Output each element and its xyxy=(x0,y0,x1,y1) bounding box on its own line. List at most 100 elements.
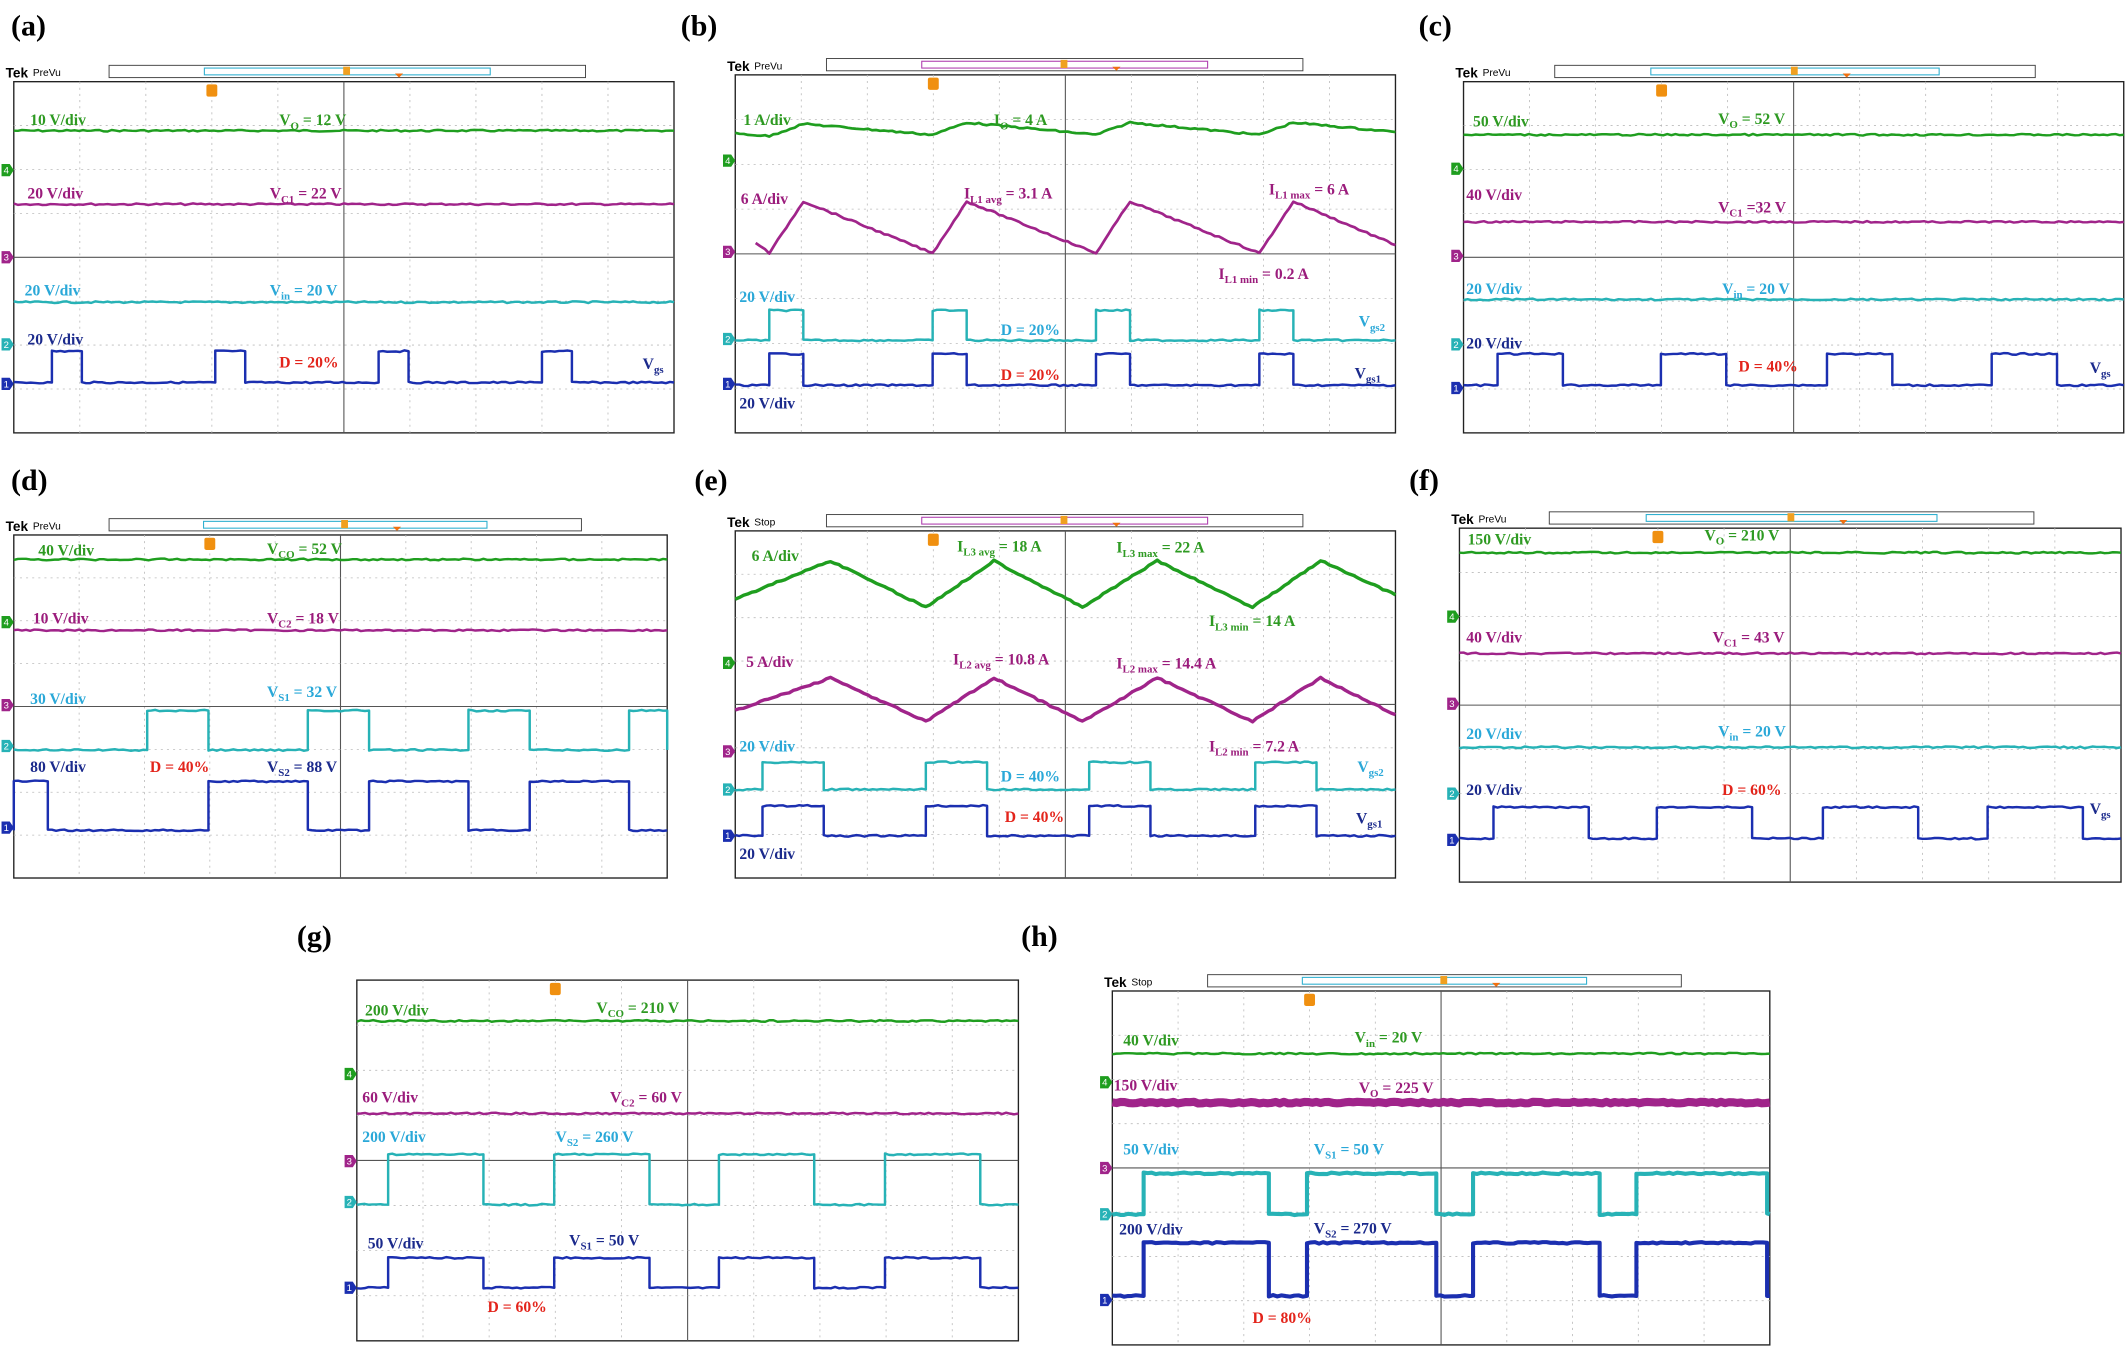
channel-marker xyxy=(1,615,14,629)
trigger-pos xyxy=(343,66,351,75)
annotation: 20 V/div xyxy=(25,282,81,299)
annotation: IL1 min = 0.2 A xyxy=(1219,266,1310,286)
trigger-marker xyxy=(204,537,216,550)
channel-marker xyxy=(1100,1076,1113,1089)
annotation: Vin = 20 V xyxy=(1355,1030,1423,1050)
channel-marker xyxy=(1,377,14,390)
annotation-text: V xyxy=(1314,1141,1326,1158)
waveform xyxy=(1463,132,2124,137)
annotation: 20 V/div xyxy=(27,186,83,203)
trigger-marker xyxy=(1656,84,1668,97)
annotation: VCO = 52 V xyxy=(267,541,343,561)
channel-number: 2 xyxy=(1453,340,1458,351)
waveform xyxy=(1459,550,2122,555)
waveform xyxy=(1463,297,2124,302)
channel-number: 4 xyxy=(1453,164,1459,175)
annotation-subscript: in xyxy=(1366,1038,1375,1050)
trigger-marker xyxy=(927,533,939,546)
waveform xyxy=(1459,745,2122,750)
annotation: 20 V/div xyxy=(739,846,795,863)
scope-brand: Tek xyxy=(6,66,29,81)
annotation-value: = 50 V xyxy=(592,1233,640,1250)
channel-marker xyxy=(1451,249,1464,263)
channel-marker xyxy=(344,1067,357,1081)
waveform xyxy=(13,300,675,305)
annotation-subscript: L2 avg xyxy=(959,659,991,671)
channel-marker xyxy=(723,829,736,842)
annotation-text: V xyxy=(569,1233,581,1250)
annotation-value: = 7.2 A xyxy=(1249,738,1300,755)
annotation-text: 20 V/div xyxy=(25,282,81,299)
annotation-text: I xyxy=(1209,738,1215,755)
channel-marker xyxy=(1447,610,1460,623)
annotation: D = 40% xyxy=(1739,359,1798,376)
annotation-text: V xyxy=(267,684,279,701)
annotation-text: V xyxy=(1359,314,1371,331)
annotation: 6 A/div xyxy=(752,548,800,565)
annotation-value: = 52 V xyxy=(1738,111,1786,128)
annotation-text: 1 A/div xyxy=(743,112,791,129)
annotation-text: V xyxy=(2090,801,2102,818)
annotation-subscript: CO xyxy=(278,549,294,561)
annotation: IL3 avg = 18 A xyxy=(957,538,1042,558)
channel-marker xyxy=(1,821,14,834)
annotation-text: V xyxy=(1355,365,1367,382)
annotation: IL3 min = 14 A xyxy=(1209,613,1296,633)
annotation-text: 20 V/div xyxy=(739,846,795,863)
annotation: VO = 52 V xyxy=(1718,111,1786,131)
annotation-subscript: gs xyxy=(2101,368,2111,380)
scope-mode: PreVu xyxy=(1479,515,1507,526)
channel-number: 3 xyxy=(1453,251,1458,262)
annotation-text: I xyxy=(994,112,1000,129)
panel-label: (g) xyxy=(297,920,332,953)
trigger-pos xyxy=(1440,976,1448,985)
annotation: 150 V/div xyxy=(1114,1077,1178,1094)
scope-brand: Tek xyxy=(727,59,750,74)
trigger-marker xyxy=(549,982,561,996)
waveform xyxy=(735,803,1396,838)
channel-number: 4 xyxy=(347,1069,353,1080)
annotation-text: D = 40% xyxy=(1005,809,1064,826)
annotation-subscript: S2 xyxy=(1325,1228,1337,1240)
channel-marker xyxy=(344,1195,357,1209)
waveform xyxy=(735,352,1396,388)
annotation-text: V xyxy=(267,610,279,627)
waveform xyxy=(734,675,1397,724)
waveform xyxy=(1459,651,2122,656)
annotation-text: I xyxy=(1269,182,1275,199)
scope-mode: PreVu xyxy=(33,68,61,79)
annotation-subscript: S1 xyxy=(1325,1149,1337,1161)
annotation-text: V xyxy=(1718,199,1730,216)
channel-number: 4 xyxy=(725,156,731,167)
annotation: Vgs xyxy=(643,356,664,376)
annotation-subscript: gs2 xyxy=(1369,767,1384,779)
annotation: 40 V/div xyxy=(1466,187,1522,204)
annotation-text: 50 V/div xyxy=(1473,114,1529,131)
annotation: IL2 min = 7.2 A xyxy=(1209,738,1300,758)
annotation-value: = 260 V xyxy=(578,1129,634,1146)
annotation: 40 V/div xyxy=(38,542,94,559)
trigger-marker xyxy=(206,84,218,97)
annotation: VS1 = 50 V xyxy=(1314,1141,1385,1161)
annotation-text: D = 80% xyxy=(1253,1310,1312,1327)
annotation: VO = 12 V xyxy=(279,112,347,132)
channel-number: 2 xyxy=(725,785,730,796)
annotation-text: V xyxy=(270,282,282,299)
annotation: 20 V/div xyxy=(1466,281,1522,298)
annotation-subscript: S2 xyxy=(567,1137,579,1149)
panel-label: (c) xyxy=(1419,9,1452,42)
annotation-text: 20 V/div xyxy=(739,289,795,306)
annotation: VO = 210 V xyxy=(1704,527,1780,547)
annotation-text: I xyxy=(1219,266,1225,283)
annotation-text: V xyxy=(1359,1080,1371,1097)
scope-brand: Tek xyxy=(727,515,750,530)
annotation-text: D = 40% xyxy=(1001,768,1060,785)
annotation: 6 A/div xyxy=(741,191,789,208)
annotation-value: = 18 A xyxy=(995,538,1042,555)
waveform xyxy=(1111,1097,1771,1108)
waveform xyxy=(1112,1051,1770,1056)
annotation: 80 V/div xyxy=(30,759,86,776)
channel-number: 3 xyxy=(347,1157,352,1168)
annotation-subscript: S1 xyxy=(278,692,289,704)
